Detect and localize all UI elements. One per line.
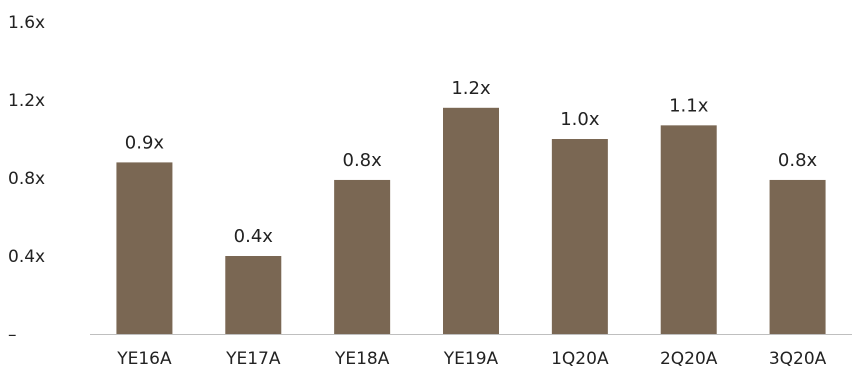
bar <box>116 162 173 334</box>
bar-value-label: 0.8x <box>343 150 383 171</box>
x-tick-label: YE17A <box>225 349 281 369</box>
bar-value-label: 0.8x <box>778 150 818 171</box>
x-tick-label: 1Q20A <box>551 349 609 369</box>
bar <box>334 179 391 334</box>
data-labels: 0.9x 0.4x 0.8x 1.2x 1.0x 1.1x 0.8x <box>125 78 818 247</box>
bar-value-label: 1.1x <box>669 95 709 116</box>
bar <box>443 107 499 334</box>
x-tick-label: 2Q20A <box>660 349 718 369</box>
bar-value-label: 1.0x <box>560 109 600 130</box>
bar <box>660 125 717 334</box>
x-axis-tick-labels: YE16A YE17A YE18A YE19A 1Q20A 2Q20A 3Q20A <box>116 349 826 369</box>
bar-value-label: 0.9x <box>125 132 165 153</box>
bar-value-label: 1.2x <box>451 78 491 99</box>
y-axis-tick-labels: – 0.4x 0.8x 1.2x 1.6x <box>8 13 45 345</box>
x-tick-label: YE18A <box>334 349 390 369</box>
x-tick-label: YE16A <box>116 349 172 369</box>
bars <box>116 107 826 334</box>
x-tick-label: 3Q20A <box>769 349 827 369</box>
bar <box>769 179 826 334</box>
x-tick-label: YE19A <box>443 349 499 369</box>
bar <box>551 139 608 334</box>
bar <box>225 256 282 334</box>
y-tick-label: 0.8x <box>8 169 45 189</box>
bar-value-label: 0.4x <box>234 226 274 247</box>
y-tick-label: 0.4x <box>8 247 45 267</box>
y-tick-label: 1.6x <box>8 13 45 33</box>
y-tick-label: 1.2x <box>8 91 45 111</box>
y-tick-label: – <box>8 325 17 345</box>
